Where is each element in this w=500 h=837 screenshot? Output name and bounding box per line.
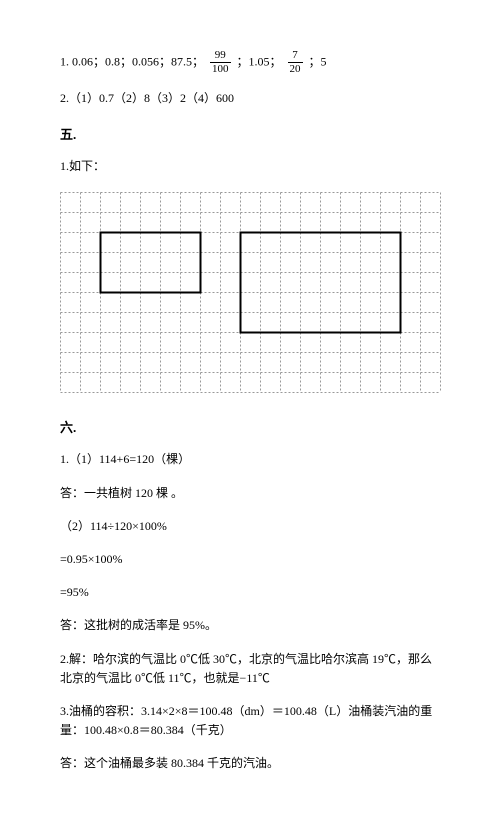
- s6-l2: 答：一共植树 120 棵 。: [60, 484, 440, 503]
- grid-svg: [60, 192, 441, 393]
- p1-mid1: ；1.05；: [237, 54, 282, 68]
- problem-2: 2.（1）0.7（2）8（3）2（4）600: [60, 89, 440, 108]
- section-5-heading: 五.: [60, 124, 440, 143]
- frac2-num: 7: [288, 50, 303, 63]
- s6-l3: （2）114÷120×100%: [60, 517, 440, 536]
- s6-l1: 1.（1）114+6=120（棵）: [60, 450, 440, 469]
- s6-l4: =0.95×100%: [60, 550, 440, 569]
- fraction-99-100: 99 100: [210, 50, 231, 75]
- section-5-text: 1.如下：: [60, 157, 440, 176]
- section-6-heading: 六.: [60, 417, 440, 436]
- s6-l7: 2.解：哈尔滨的气温比 0℃低 30℃，北京的气温比哈尔滨高 19℃，那么北京的…: [60, 650, 440, 688]
- frac2-den: 20: [288, 63, 303, 75]
- s6-l9: 答：这个油桶最多装 80.384 千克的汽油。: [60, 754, 440, 773]
- s6-l5: =95%: [60, 583, 440, 602]
- frac1-den: 100: [210, 63, 231, 75]
- s6-l6: 答：这批树的成活率是 95%。: [60, 616, 440, 635]
- p1-suffix: ；5: [309, 54, 327, 68]
- frac1-num: 99: [210, 50, 231, 63]
- s6-l8: 3.油桶的容积：3.14×2×8＝100.48（dm）＝100.48（L）油桶装…: [60, 702, 440, 740]
- problem-1: 1. 0.06；0.8；0.056；87.5； 99 100 ；1.05； 7 …: [60, 50, 440, 75]
- fraction-7-20: 7 20: [288, 50, 303, 75]
- p1-prefix: 1. 0.06；0.8；0.056；87.5；: [60, 54, 204, 68]
- grid-figure: [60, 192, 440, 393]
